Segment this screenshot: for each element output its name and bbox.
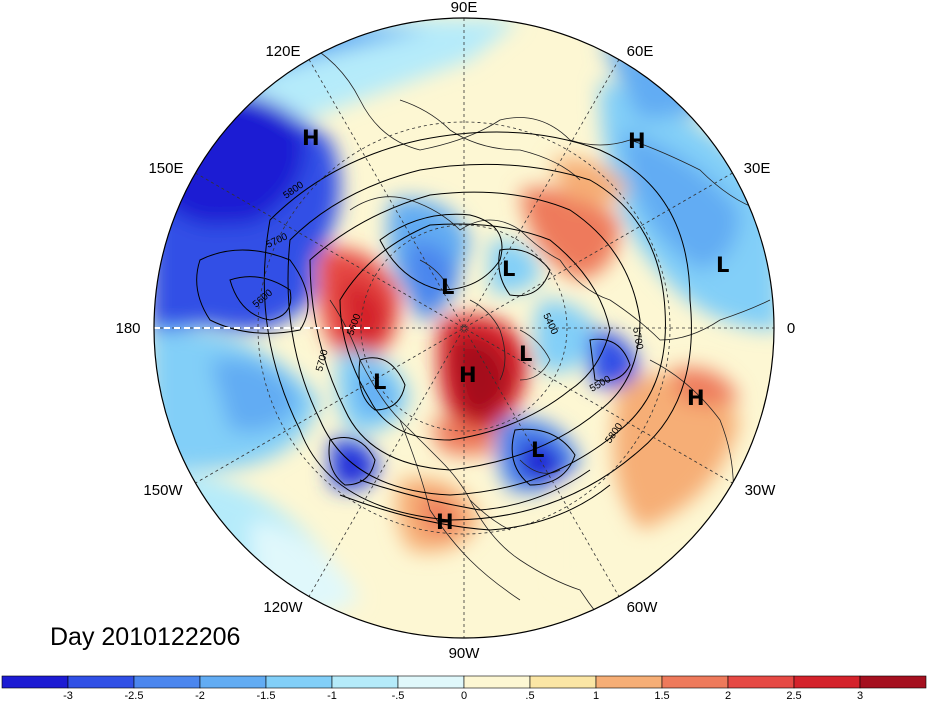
longitude-label: 120E: [265, 43, 300, 60]
colorbar-tick-label: -2.5: [125, 690, 144, 702]
low-center-label: L: [441, 275, 454, 299]
high-center-label: H: [436, 510, 454, 534]
longitude-label: 30E: [744, 160, 771, 177]
colorbar-swatch: [397, 675, 465, 689]
colorbar-tick-label: -2: [195, 690, 205, 702]
colorbar-tick-label: 1: [593, 690, 599, 702]
colorbar-swatch: [529, 675, 597, 689]
colorbar-tick-label: 2.5: [786, 690, 801, 702]
colorbar-swatch: [727, 675, 795, 689]
colorbar-tick-label: 1.5: [654, 690, 669, 702]
colorbar-tick-label: -1: [327, 690, 337, 702]
colorbar: -3 -2.5 -2 -1.5 -1 -.5 0 .5 1 1.5 2 2.5 3: [1, 675, 927, 702]
colorbar-swatch: [859, 675, 927, 689]
colorbar-swatch: [199, 675, 267, 689]
low-center-label: L: [373, 370, 386, 394]
longitude-label: 150E: [148, 160, 183, 177]
high-center-label: H: [628, 129, 646, 153]
colorbar-tick-label: -3: [63, 690, 73, 702]
colorbar-swatch: [133, 675, 201, 689]
longitude-label: 120W: [263, 599, 303, 616]
longitude-label: 30W: [745, 482, 777, 499]
colorbar-tick-label: -.5: [392, 690, 405, 702]
longitude-label: 90W: [449, 645, 481, 662]
colorbar-swatch: [463, 675, 531, 689]
colorbar-swatch: [331, 675, 399, 689]
contour-label: 5700: [630, 327, 645, 351]
high-center-label: H: [302, 126, 320, 150]
colorbar-swatch: [1, 675, 69, 689]
low-center-label: L: [531, 438, 544, 462]
colorbar-swatch: [595, 675, 663, 689]
longitude-label: 60W: [627, 599, 659, 616]
colorbar-swatch: [661, 675, 729, 689]
colorbar-swatch: [67, 675, 135, 689]
coastlines: [299, 39, 771, 638]
low-center-label: L: [502, 257, 515, 281]
colorbar-swatch: [793, 675, 861, 689]
colorbar-tick-label: 2: [725, 690, 731, 702]
map-title: Day 2010122206: [50, 623, 240, 651]
longitude-labels: 90E 60E 30E 0 30W 60W 90W 120W 150W 180 …: [115, 0, 795, 662]
map-border: [153, 17, 775, 639]
colorbar-tick-label: 0: [461, 690, 467, 702]
colorbar-tick-label: 3: [857, 690, 863, 702]
low-center-label: L: [519, 342, 532, 366]
colorbar-tick-label: -1.5: [257, 690, 276, 702]
longitude-label: 90E: [451, 0, 478, 16]
pressure-centers: H H L L L L H L H L H: [302, 126, 729, 534]
graticule: [154, 18, 774, 638]
colorbar-tick-label: .5: [525, 690, 534, 702]
longitude-label: 60E: [627, 43, 654, 60]
high-center-label: H: [459, 363, 477, 387]
low-center-label: L: [716, 253, 729, 277]
longitude-label: 0: [787, 320, 795, 337]
colorbar-swatch: [265, 675, 333, 689]
height-contours: [196, 131, 692, 531]
high-center-label: H: [687, 386, 705, 410]
longitude-label: 150W: [143, 482, 183, 499]
longitude-label: 180: [115, 320, 140, 337]
